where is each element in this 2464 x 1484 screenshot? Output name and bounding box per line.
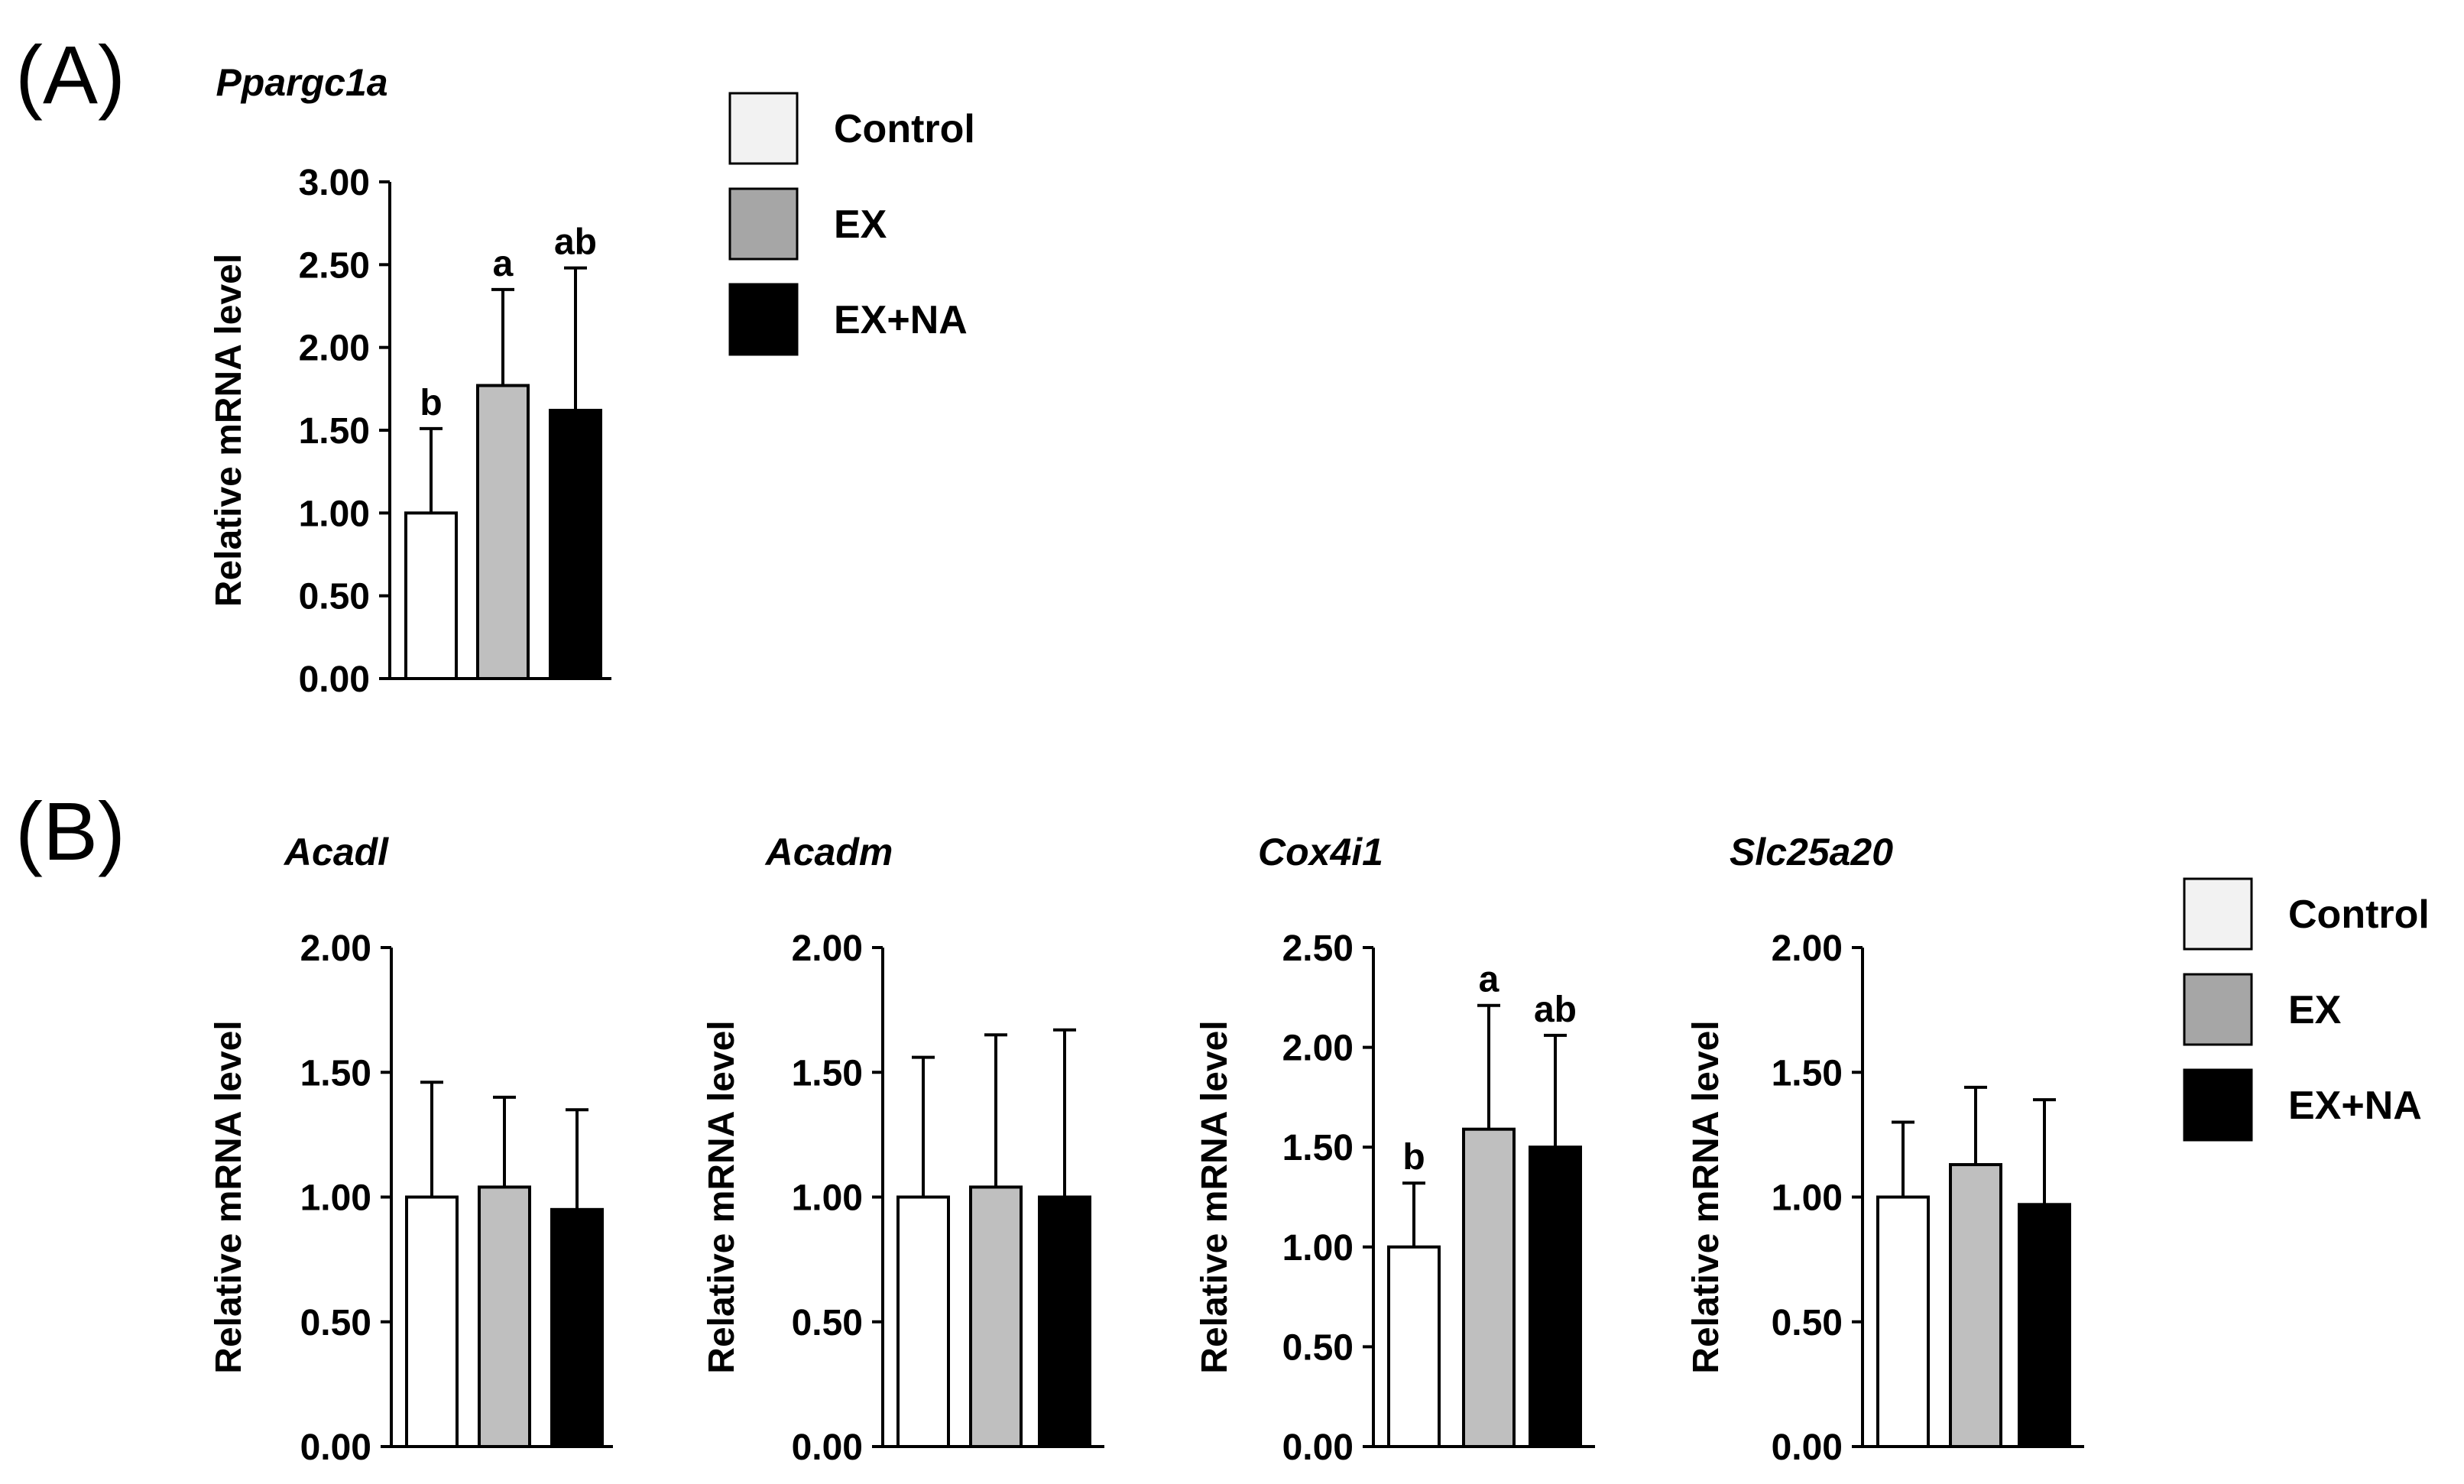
chart-acadl: Acadl Relative mRNA level 0.00 0.50 1.00 1.50… (209, 831, 613, 1468)
significance-ppargc1a-ex: a (493, 244, 514, 284)
legend-swatch-control (728, 92, 799, 165)
bar-slc25a20-ex-na (2018, 1203, 2071, 1449)
y-tick-label-acadm: 2.00 (792, 928, 863, 969)
y-tick-label-slc25a20: 0.00 (1772, 1427, 1843, 1468)
bar-slc25a20-control (1876, 1195, 1930, 1448)
y-axis-label-slc25a20: Relative mRNA level (1686, 1020, 1726, 1373)
legend-swatch-ex (2183, 973, 2253, 1046)
bar-cox4i1-ex (1462, 1127, 1516, 1449)
y-tick-label-acadm: 0.50 (792, 1303, 863, 1343)
y-tick-label-acadl: 1.00 (300, 1178, 371, 1219)
legend-swatch-ex-na (728, 283, 799, 356)
y-tick-label-ppargc1a: 1.50 (299, 411, 370, 452)
significance-cox4i1-ex: a (1479, 960, 1499, 1000)
chart-title-acadl: Acadl (283, 831, 389, 873)
y-tick-label-cox4i1: 2.50 (1282, 928, 1354, 969)
chart-title-slc25a20: Slc25a20 (1730, 831, 1893, 873)
y-tick-label-slc25a20: 2.00 (1772, 928, 1843, 969)
y-tick-label-slc25a20: 1.50 (1772, 1053, 1843, 1094)
chart-title-acadm: Acadm (764, 831, 893, 873)
y-tick-label-ppargc1a: 3.00 (299, 163, 370, 203)
chart-ppargc1a: Ppargc1a Relative mRNA level b aab 0.00 0.50 1… (209, 61, 611, 700)
y-tick-label-acadl: 2.00 (300, 928, 371, 969)
significance-cox4i1-ex-na: ab (1534, 990, 1577, 1030)
bar-ppargc1a-control (404, 511, 458, 680)
y-tick-label-acadm: 0.00 (792, 1427, 863, 1468)
legend-swatch-control (2183, 877, 2253, 951)
y-tick-label-slc25a20: 1.00 (1772, 1178, 1843, 1219)
y-tick-label-cox4i1: 1.50 (1282, 1128, 1354, 1168)
bar-cox4i1-control (1387, 1245, 1441, 1449)
y-tick-label-cox4i1: 1.00 (1282, 1228, 1354, 1269)
bar-acadm-control (896, 1195, 950, 1448)
y-tick-label-acadm: 1.00 (792, 1178, 863, 1219)
y-tick-label-ppargc1a: 0.50 (299, 577, 370, 617)
y-axis-label-ppargc1a: Relative mRNA level (209, 254, 249, 607)
bar-acadm-ex-na (1038, 1195, 1091, 1448)
legend-label-ex-na: EX+NA (2288, 1084, 2422, 1128)
y-tick-label-acadm: 1.50 (792, 1053, 863, 1094)
y-tick-label-cox4i1: 0.50 (1282, 1327, 1354, 1368)
bar-ppargc1a-ex (476, 384, 530, 680)
legend-label-ex: EX (2288, 988, 2342, 1032)
bar-cox4i1-ex-na (1529, 1145, 1582, 1448)
y-tick-label-slc25a20: 0.50 (1772, 1303, 1843, 1343)
y-tick-label-cox4i1: 2.00 (1282, 1029, 1354, 1069)
y-tick-label-acadl: 0.50 (300, 1303, 371, 1343)
y-tick-label-ppargc1a: 2.50 (299, 245, 370, 286)
legend-label-ex-na: EX+NA (834, 298, 968, 342)
chart-slc25a20: Slc25a20 Relative mRNA level 0.00 0.50 1.00 1… (1686, 831, 2084, 1468)
y-tick-label-acadl: 1.50 (300, 1053, 371, 1094)
legend-label-ex: EX (834, 203, 887, 247)
significance-ppargc1a-control: b (420, 383, 442, 423)
bar-slc25a20-ex (1949, 1163, 2002, 1449)
bar-acadm-ex (969, 1185, 1023, 1448)
y-tick-label-ppargc1a: 0.00 (299, 659, 370, 700)
legend-swatch-ex-na (2183, 1068, 2253, 1142)
bar-acadl-ex (478, 1185, 531, 1448)
bar-ppargc1a-ex-na (549, 409, 602, 680)
y-axis-label-acadl: Relative mRNA level (209, 1020, 249, 1373)
chart-cox4i1: Cox4i1 Relative mRNA level b aab 0.00 0.50 1.0… (1195, 831, 1595, 1468)
legend-panel-b: Control EX EX+NA (2183, 877, 2430, 1142)
legend-label-control: Control (834, 107, 975, 151)
y-axis-label-acadm: Relative mRNA level (702, 1020, 742, 1373)
panel-label-b: (B) (15, 785, 125, 877)
y-tick-label-cox4i1: 0.00 (1282, 1427, 1354, 1468)
chart-title-cox4i1: Cox4i1 (1258, 831, 1383, 873)
y-tick-label-ppargc1a: 2.00 (299, 329, 370, 369)
significance-ppargc1a-ex-na: ab (554, 222, 597, 263)
legend-swatch-ex (728, 187, 799, 261)
legend-label-control: Control (2288, 893, 2430, 937)
chart-acadm: Acadm Relative mRNA level 0.00 0.50 1.00 1.50… (702, 831, 1104, 1468)
chart-title-ppargc1a: Ppargc1a (216, 61, 387, 104)
y-tick-label-acadl: 0.00 (300, 1427, 371, 1468)
bar-acadl-control (405, 1195, 459, 1448)
y-tick-label-ppargc1a: 1.00 (299, 494, 370, 534)
bar-acadl-ex-na (550, 1207, 604, 1448)
panel-label-a: (A) (15, 28, 125, 121)
significance-cox4i1-control: b (1402, 1137, 1425, 1178)
legend-panel-a: Control EX EX+NA (728, 92, 975, 356)
y-axis-label-cox4i1: Relative mRNA level (1195, 1020, 1235, 1373)
